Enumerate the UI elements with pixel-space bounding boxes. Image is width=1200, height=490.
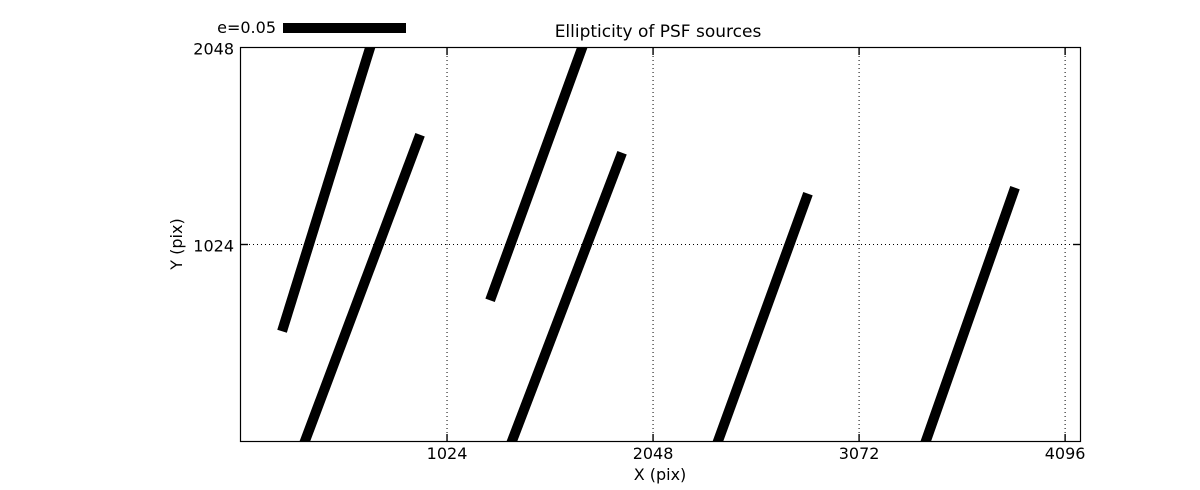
x-tick-label: 2048 xyxy=(632,444,674,463)
x-axis-label: X (pix) xyxy=(633,465,687,484)
y-tick-label: 1024 xyxy=(193,236,234,255)
whisker-segment xyxy=(299,132,425,442)
x-tick-label: 4096 xyxy=(1044,444,1086,463)
x-tick-label: 1024 xyxy=(426,444,468,463)
y-axis-label: Y (pix) xyxy=(167,218,186,270)
axes-frame xyxy=(239,46,1082,443)
whisker-segment xyxy=(277,47,376,333)
chart-title: Ellipticity of PSF sources xyxy=(554,22,762,42)
whisker-segment xyxy=(920,186,1020,442)
legend-label: e=0.05 xyxy=(217,18,276,37)
y-tick-label: 2048 xyxy=(193,39,234,59)
x-tick-label: 3072 xyxy=(838,444,880,463)
whisker-segment xyxy=(712,191,813,442)
whisker-segment xyxy=(485,47,588,303)
whiskers-layer xyxy=(277,47,1020,442)
whisker-segment xyxy=(506,150,627,442)
